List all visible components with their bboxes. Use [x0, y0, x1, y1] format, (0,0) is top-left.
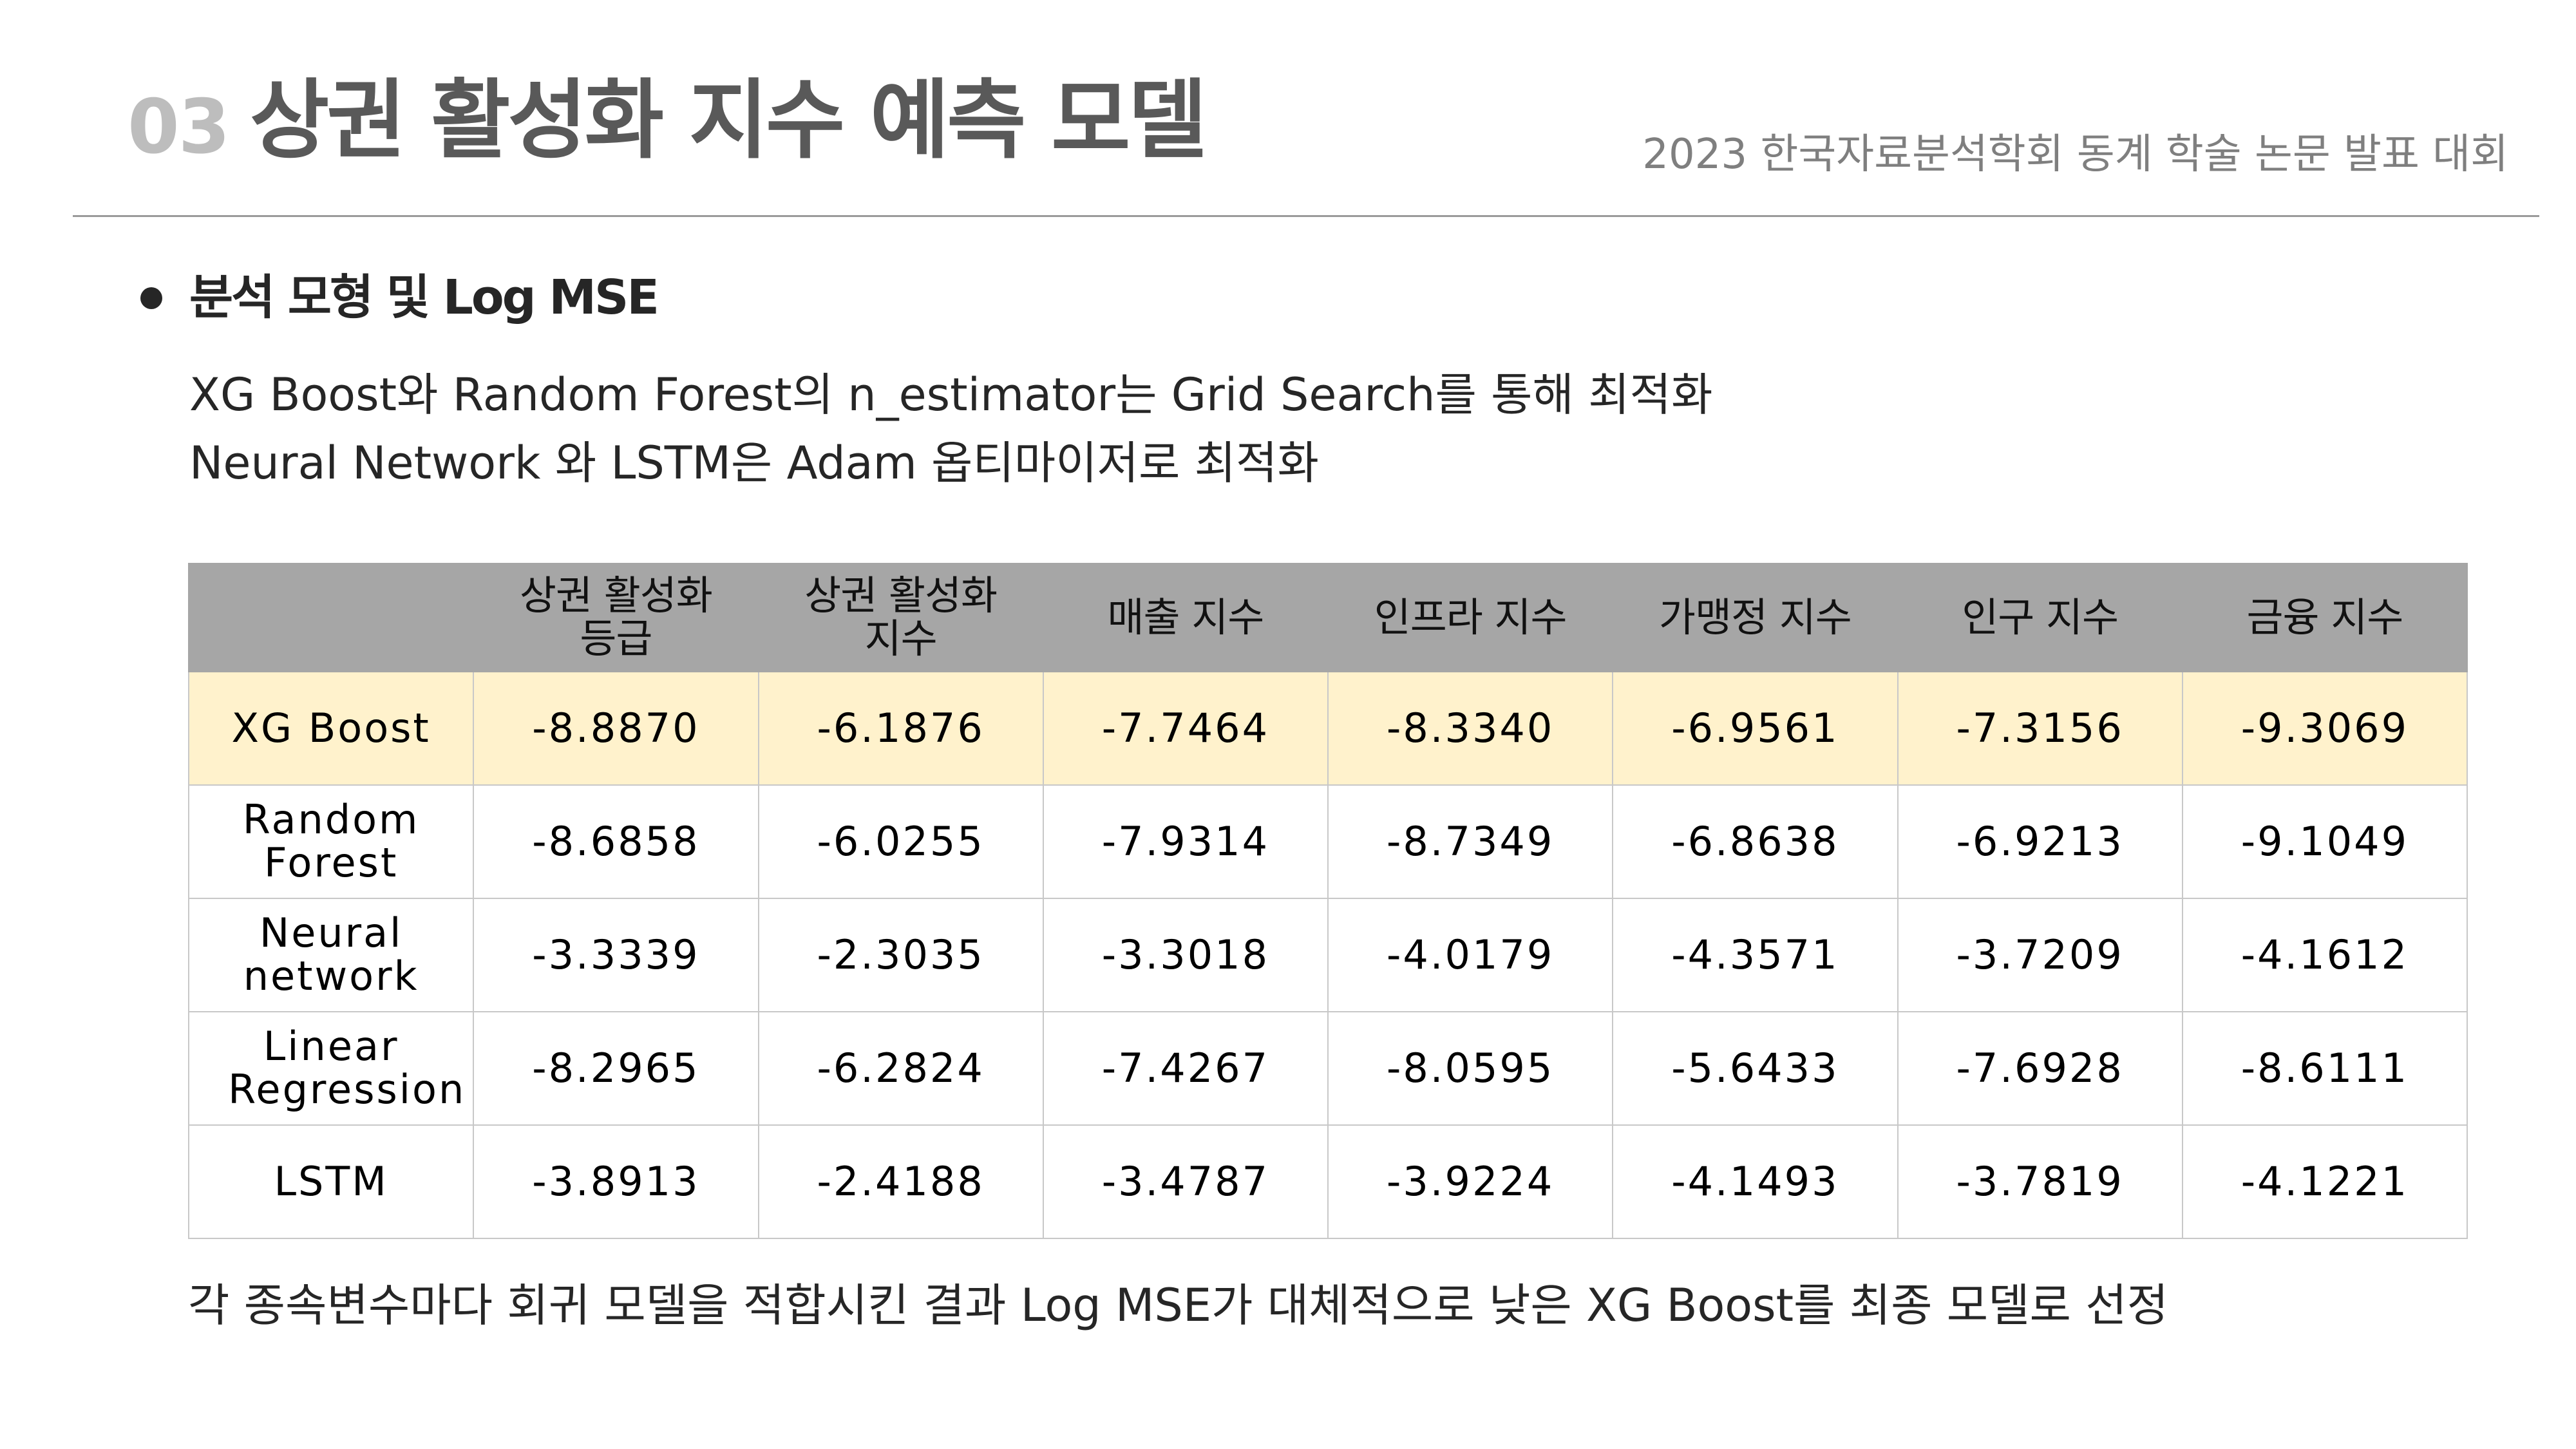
table-cell: -7.6928 — [1897, 1011, 2183, 1126]
table-cell: -6.0255 — [757, 784, 1044, 899]
table-cell: -4.0179 — [1327, 898, 1614, 1012]
table-cell: -2.3035 — [757, 898, 1044, 1012]
table-cell: -8.3340 — [1327, 671, 1614, 786]
table-cell: -6.9561 — [1612, 671, 1899, 786]
table-cell: -6.2824 — [757, 1011, 1044, 1126]
table-cell: -9.3069 — [2181, 671, 2468, 786]
table-cell: -4.1493 — [1612, 1124, 1899, 1239]
table-header-cell — [187, 563, 475, 672]
conference-name: 2023 한국자료분석학회 동계 학술 논문 발표 대회 — [1642, 131, 2508, 178]
table-cell: -4.3571 — [1612, 898, 1899, 1012]
table-cell: -8.2965 — [473, 1011, 759, 1126]
model-name-cell: Neural network — [187, 898, 475, 1012]
table-cell: -3.7209 — [1897, 898, 2183, 1012]
table-cell: -7.4267 — [1042, 1011, 1329, 1126]
log-mse-table: 상권 활성화 등급 상권 활성화 지수 매출 지수 인프라 지수 가맹정 지수 … — [187, 563, 2468, 1239]
table-header-cell: 상권 활성화 지수 — [757, 563, 1044, 672]
table-cell: -7.7464 — [1042, 671, 1329, 786]
table-cell: -3.8913 — [473, 1124, 759, 1239]
table-row: XG Boost -8.8870 -6.1876 -7.7464 -8.3340… — [187, 671, 2468, 786]
table-cell: -8.0595 — [1327, 1011, 1614, 1126]
table-header-cell: 가맹정 지수 — [1612, 563, 1899, 672]
table-cell: -3.9224 — [1327, 1124, 1614, 1239]
table-header-row: 상권 활성화 등급 상권 활성화 지수 매출 지수 인프라 지수 가맹정 지수 … — [187, 563, 2468, 672]
table-cell: -4.1221 — [2181, 1124, 2468, 1239]
section-heading: 분석 모형 및 Log MSE — [189, 270, 659, 325]
model-name-cell: XG Boost — [187, 671, 475, 786]
table-cell: -8.6111 — [2181, 1011, 2468, 1126]
page-title: 상권 활성화 지수 예측 모델 — [250, 70, 1208, 171]
table-cell: -3.7819 — [1897, 1124, 2183, 1239]
section-number: 03 — [128, 84, 230, 171]
model-name-cell: LSTM — [187, 1124, 475, 1239]
table-row: Linear Regression -8.2965 -6.2824 -7.426… — [187, 1011, 2468, 1126]
model-name-cell: Linear Regression — [187, 1011, 475, 1126]
table-cell: -6.9213 — [1897, 784, 2183, 899]
table-cell: -8.7349 — [1327, 784, 1614, 899]
description-line: XG Boost와 Random Forest의 n_estimator는 Gr… — [189, 368, 1713, 421]
table-cell: -4.1612 — [2181, 898, 2468, 1012]
table-cell: -2.4188 — [757, 1124, 1044, 1239]
table-cell: -3.3018 — [1042, 898, 1329, 1012]
table-cell: -3.3339 — [473, 898, 759, 1012]
table-header-cell: 금융 지수 — [2181, 563, 2468, 672]
table-cell: -7.9314 — [1042, 784, 1329, 899]
table-cell: -6.8638 — [1612, 784, 1899, 899]
table-row: Neural network -3.3339 -2.3035 -3.3018 -… — [187, 898, 2468, 1012]
conclusion-text: 각 종속변수마다 회귀 모델을 적합시킨 결과 Log MSE가 대체적으로 낮… — [188, 1279, 2168, 1332]
table-header-cell: 매출 지수 — [1042, 563, 1329, 672]
table-cell: -5.6433 — [1612, 1011, 1899, 1126]
table-header-cell: 상권 활성화 등급 — [473, 563, 759, 672]
table-cell: -6.1876 — [757, 671, 1044, 786]
model-name-cell: Random Forest — [187, 784, 475, 899]
table-row: Random Forest -8.6858 -6.0255 -7.9314 -8… — [187, 784, 2468, 899]
table-cell: -9.1049 — [2181, 784, 2468, 899]
table-header-cell: 인구 지수 — [1897, 563, 2183, 672]
table-header-cell: 인프라 지수 — [1327, 563, 1614, 672]
table-cell: -3.4787 — [1042, 1124, 1329, 1239]
header-divider — [73, 215, 2539, 217]
bullet-icon — [140, 287, 162, 309]
table-cell: -7.3156 — [1897, 671, 2183, 786]
table-cell: -8.6858 — [473, 784, 759, 899]
table-row: LSTM -3.8913 -2.4188 -3.4787 -3.9224 -4.… — [187, 1124, 2468, 1239]
table-cell: -8.8870 — [473, 671, 759, 786]
description-line: Neural Network 와 LSTM은 Adam 옵티마이저로 최적화 — [189, 437, 1319, 489]
